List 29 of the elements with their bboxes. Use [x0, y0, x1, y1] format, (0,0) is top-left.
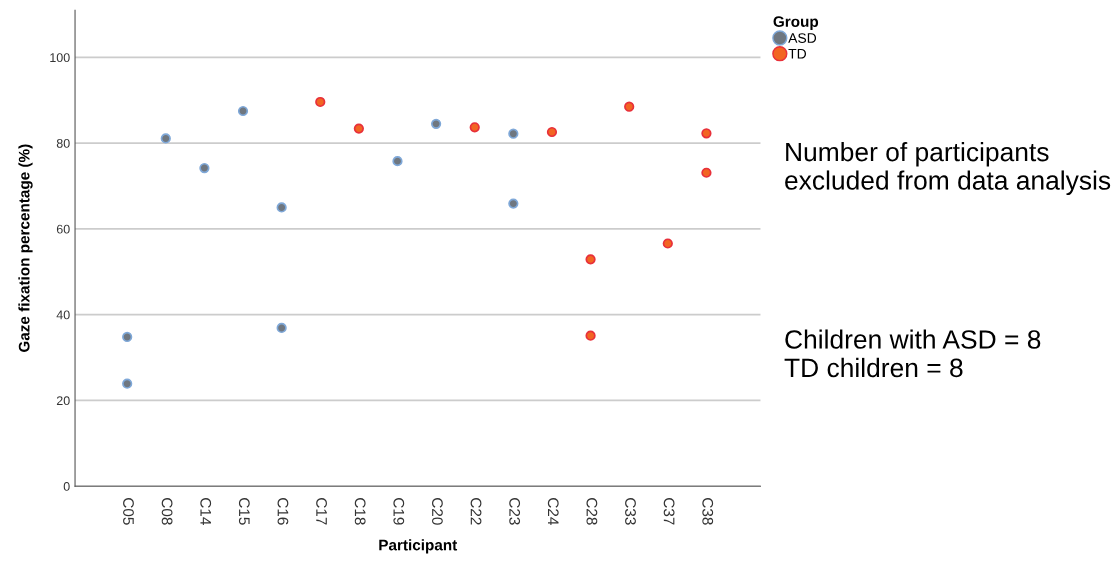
y-tick-label: 60 [56, 224, 70, 234]
x-tick-label: C18 [354, 498, 366, 525]
x-tick-label: C20 [432, 498, 443, 525]
y-tick-label: 100 [50, 53, 70, 63]
x-tick-label: C15 [238, 498, 250, 525]
text: Number of participants excluded from data analysis [785, 142, 1111, 196]
x-tick-label: C37 [663, 498, 675, 525]
x-tick-label: C08 [161, 498, 173, 525]
y-tick-label: 20 [56, 396, 70, 406]
y-tick-label: 80 [56, 138, 70, 148]
x-tick-label: C05 [123, 498, 134, 525]
x-tick-label: C14 [200, 498, 212, 525]
legend-label: ASD [788, 33, 817, 43]
y-tick-label: 40 [56, 310, 70, 320]
x-tick-label: C22 [470, 498, 482, 525]
x-tick-label: C19 [393, 498, 405, 525]
x-tick-label: C17 [316, 498, 327, 525]
x-tick-label: C16 [277, 498, 289, 525]
y-axis-title: Gaze fixation percentage (%) [18, 144, 33, 352]
x-tick-label: C28 [586, 498, 598, 525]
legend-title: Group [773, 16, 819, 31]
x-axis-title: Participant [379, 539, 458, 554]
x-tick-label: C38 [702, 498, 714, 525]
text: Children with ASD = 8 TD children = 8 [784, 329, 1041, 378]
x-tick-label: C23 [509, 498, 521, 525]
x-tick-label: C24 [547, 498, 559, 525]
x-tick-label: C33 [625, 498, 636, 525]
legend-label: TD [788, 49, 807, 59]
y-tick-label: 0 [63, 482, 70, 491]
